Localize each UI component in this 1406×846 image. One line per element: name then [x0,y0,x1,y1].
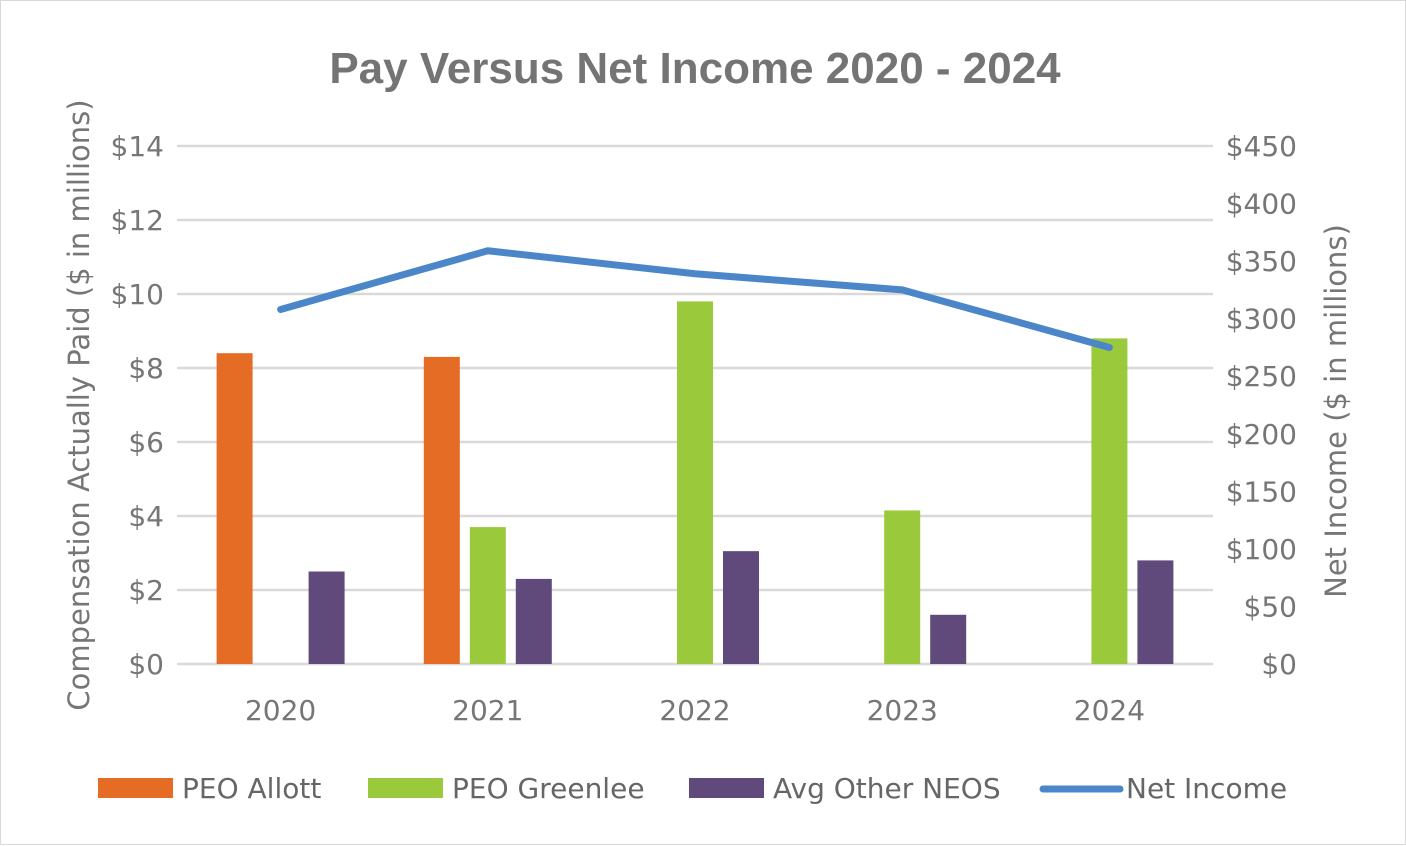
right-tick-label: $350 [1226,245,1297,278]
right-tick-label: $100 [1226,533,1297,566]
legend-swatch-peo-allott [98,778,173,798]
right-axis-title: Net Income ($ in millions) [1319,224,1353,598]
x-tick-label: 2024 [1074,694,1145,727]
bars [216,301,1174,664]
right-tick-label: $50 [1244,590,1297,623]
right-tick-label: $150 [1226,475,1297,508]
legend: PEO Allott PEO Greenlee Avg Other NEOS Net … [98,772,1287,805]
x-axis-ticks: 2020 2021 2022 2023 2024 [245,694,1145,727]
legend-label-net-income: Net Income [1126,772,1287,805]
bar-peo-allott-2021 [423,356,460,664]
left-tick-label: $12 [111,204,164,237]
legend-item-peo-allott: PEO Allott [98,772,321,805]
x-tick-label: 2023 [867,694,938,727]
bar-avg-other-neos-2022 [723,551,759,664]
legend-swatch-peo-greenlee [368,778,443,798]
bar-avg-other-neos-2020 [308,571,345,664]
chart-title: Pay Versus Net Income 2020 - 2024 [329,44,1061,93]
right-tick-label: $200 [1226,418,1297,451]
x-tick-label: 2020 [245,694,316,727]
left-tick-label: $4 [128,500,164,533]
right-tick-label: $400 [1226,188,1297,221]
right-tick-label: $0 [1261,648,1297,681]
legend-label-avg-other-neos: Avg Other NEOS [773,772,1001,805]
right-tick-label: $300 [1226,303,1297,336]
bar-peo-allott-2020 [216,353,253,664]
legend-item-peo-greenlee: PEO Greenlee [368,772,645,805]
left-tick-label: $10 [111,278,164,311]
legend-label-peo-greenlee: PEO Greenlee [452,772,645,805]
left-tick-label: $8 [128,352,164,385]
bar-avg-other-neos-2023 [930,614,967,664]
legend-item-net-income: Net Income [1039,772,1287,805]
left-tick-label: $0 [128,648,164,681]
bar-peo-greenlee-2021 [469,527,506,664]
bar-avg-other-neos-2024 [1137,560,1174,664]
x-tick-label: 2022 [659,694,730,727]
right-axis-ticks: $0 $50 $100 $150 $200 $250 $300 $350 $400 $450 [1226,130,1297,681]
net-income-point-2024 [1108,346,1110,348]
net-income-point-2021 [487,250,489,252]
legend-item-avg-other-neos: Avg Other NEOS [689,772,1001,805]
net-income-point-2022 [694,273,696,275]
bar-peo-greenlee-2022 [677,301,713,664]
right-tick-label: $250 [1226,360,1297,393]
legend-label-peo-allott: PEO Allott [182,772,321,805]
net-income-point-2023 [901,289,903,291]
left-tick-label: $6 [128,426,164,459]
bar-avg-other-neos-2021 [515,578,552,664]
left-tick-label: $2 [128,574,164,607]
net-income-line-layer [277,247,1113,351]
left-tick-label: $14 [111,130,164,163]
net-income-point-2020 [280,308,282,310]
left-axis-title: Compensation Actually Paid ($ in million… [62,99,96,710]
bar-peo-greenlee-2024 [1091,338,1128,664]
legend-swatch-avg-other-neos [689,778,764,798]
x-tick-label: 2021 [452,694,523,727]
left-axis-ticks: $0 $2 $4 $6 $8 $10 $12 $14 [111,130,164,681]
right-tick-label: $450 [1226,130,1297,163]
bar-peo-greenlee-2023 [884,510,921,664]
